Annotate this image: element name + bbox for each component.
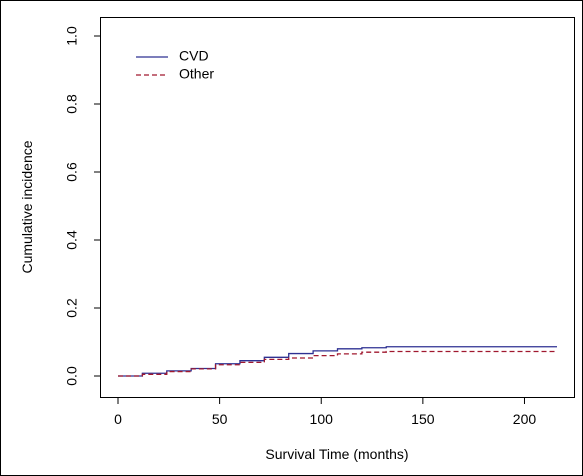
x-tick-label-2: 100 [310,411,334,427]
y-tick-label-0: 0.0 [64,366,80,386]
x-tick-label-4: 200 [513,411,537,427]
x-axis: 0 50 100 150 200 [114,397,536,427]
x-tick-label-3: 150 [411,411,435,427]
y-tick-label-4: 0.8 [64,94,80,114]
series-line-other [118,350,557,377]
y-tick-label-2: 0.4 [64,230,80,250]
x-axis-title: Survival Time (months) [265,446,408,462]
legend-label-cvd: CVD [179,48,209,64]
y-tick-label-1: 0.2 [64,298,80,318]
y-tick-label-5: 1.0 [64,26,80,46]
plot-frame [100,17,575,398]
x-tick-label-0: 0 [114,411,122,427]
legend-label-other: Other [179,66,214,82]
y-tick-label-3: 0.6 [64,162,80,182]
series-layer [118,346,557,377]
y-axis-title: Cumulative incidence [19,140,35,273]
y-axis: 0.0 0.2 0.4 0.6 0.8 1.0 [64,26,101,386]
legend: CVD Other [136,48,214,82]
x-tick-label-1: 50 [212,411,228,427]
